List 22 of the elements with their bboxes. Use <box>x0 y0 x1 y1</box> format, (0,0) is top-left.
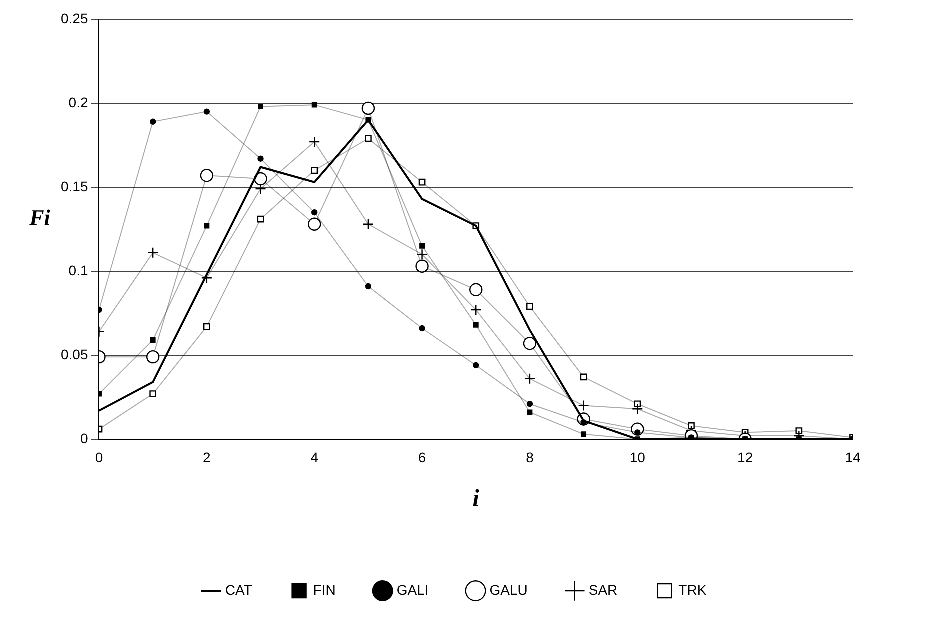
legend-label: GALU <box>490 582 528 598</box>
x-tick-label: 10 <box>630 450 646 466</box>
y-axis-title: Fi <box>28 205 52 230</box>
legend-label: TRK <box>678 582 708 598</box>
y-tick-label: 0.1 <box>68 262 88 278</box>
legend-label: CAT <box>225 582 253 598</box>
y-tick-label: 0.05 <box>61 346 88 362</box>
x-tick-label: 4 <box>310 450 319 466</box>
x-tick-label: 8 <box>526 450 534 466</box>
y-tick-label: 0.25 <box>61 10 88 26</box>
y-tick-label: 0.2 <box>68 94 88 110</box>
y-tick-label: 0 <box>80 430 88 446</box>
x-tick-label: 12 <box>738 450 754 466</box>
legend-label: FIN <box>313 582 336 598</box>
x-tick-label: 2 <box>203 450 212 466</box>
x-tick-label: 14 <box>845 450 861 466</box>
x-tick-label: 6 <box>418 450 426 466</box>
legend-label: GALI <box>396 582 429 598</box>
x-tick-label: 0 <box>95 450 104 466</box>
legend-label: SAR <box>588 582 618 598</box>
x-axis-title: i <box>472 486 480 512</box>
y-tick-label: 0.15 <box>61 178 88 194</box>
